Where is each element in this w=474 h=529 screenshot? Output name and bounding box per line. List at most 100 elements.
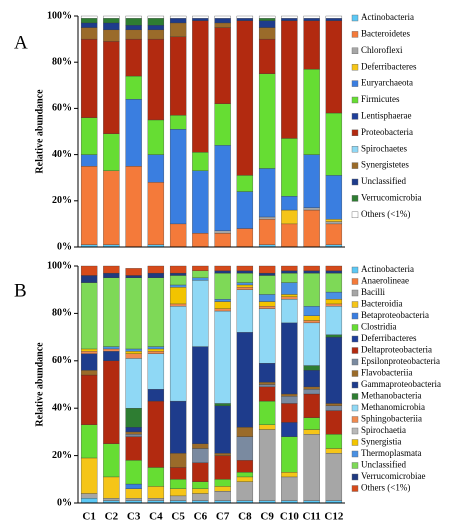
bar-segment xyxy=(103,348,120,352)
bar-segment xyxy=(281,223,298,248)
bar-segment xyxy=(258,168,276,218)
legend-label: Betaproteobacteria xyxy=(361,310,429,320)
bar-segment xyxy=(125,351,142,354)
bar-segment xyxy=(147,486,165,499)
bar-segment xyxy=(147,119,165,155)
bar-segment xyxy=(303,15,320,19)
bar-segment xyxy=(281,138,298,197)
legend-label: Deferribacteres xyxy=(361,333,417,343)
bar-segment xyxy=(147,400,165,468)
bar-segment xyxy=(125,38,142,77)
bar-segment xyxy=(125,431,142,435)
bar-segment xyxy=(80,117,98,155)
legend-swatch xyxy=(351,80,359,87)
bar-segment xyxy=(325,303,343,307)
legend-label: Deltaproteobacteria xyxy=(361,345,432,355)
bar-segment xyxy=(103,22,120,31)
bar-segment xyxy=(192,170,209,234)
bar-segment xyxy=(258,294,276,302)
bar-segment xyxy=(80,15,98,19)
bar-segment xyxy=(325,434,343,449)
legend-swatch xyxy=(351,129,359,137)
legend-label: Spirochaetia xyxy=(361,425,406,435)
bar-segment xyxy=(103,360,120,444)
bar-segment xyxy=(281,265,298,271)
legend-swatch xyxy=(351,113,359,120)
bar-segment xyxy=(325,272,343,293)
x-tick-label: C11 xyxy=(302,511,320,523)
legend-swatch xyxy=(351,473,359,481)
legend-swatch xyxy=(351,96,359,104)
bar-segment xyxy=(303,306,320,316)
bar-segment xyxy=(258,216,276,220)
bar-segment xyxy=(214,308,231,312)
bar-segment xyxy=(192,481,209,489)
legend-swatch xyxy=(351,427,359,435)
bar-segment xyxy=(258,27,276,40)
legend-swatch xyxy=(351,439,359,446)
bar-segment xyxy=(325,403,343,406)
bar-segment xyxy=(303,272,320,307)
bar-segment xyxy=(325,334,343,338)
bar-segment xyxy=(214,403,231,406)
bar-segment xyxy=(103,29,120,42)
bar-segment xyxy=(281,270,298,274)
bar-segment xyxy=(103,277,120,347)
legend-label: Actinobacteria xyxy=(361,12,414,22)
bar-segment xyxy=(281,396,298,404)
bar-segment xyxy=(169,495,187,501)
bar-segment xyxy=(103,18,120,24)
bar-segment xyxy=(281,272,298,283)
bar-segment xyxy=(214,453,231,456)
bar-segment xyxy=(325,221,343,225)
legend-swatch xyxy=(351,347,359,354)
bar-segment xyxy=(258,38,276,74)
bar-segment xyxy=(147,389,165,402)
bar-segment xyxy=(214,455,231,480)
bar-segment xyxy=(169,265,187,274)
bar-segment xyxy=(147,467,165,487)
bar-segment xyxy=(169,287,187,305)
bar-segment xyxy=(147,498,165,501)
bar-segment xyxy=(303,370,320,388)
bar-segment xyxy=(125,427,142,433)
bar-segment xyxy=(258,265,276,274)
bar-segment xyxy=(80,493,98,499)
bar-segment xyxy=(325,448,343,454)
bar-segment xyxy=(303,20,320,70)
bar-segment xyxy=(169,467,187,480)
bar-segment xyxy=(125,18,142,26)
bar-segment xyxy=(258,400,276,425)
bar-segment xyxy=(125,348,142,352)
legend-label: Thermoplasmata xyxy=(361,448,421,458)
bar-segment xyxy=(125,483,142,489)
legend-label: Bacteroidia xyxy=(361,299,402,309)
legend-label: Others (<1%) xyxy=(361,483,410,493)
legend-label: Spirochaetes xyxy=(361,143,407,153)
x-tick-label: C9 xyxy=(260,511,274,523)
x-tick-label: C6 xyxy=(194,511,208,523)
bar-segment xyxy=(214,27,231,104)
bar-segment xyxy=(281,403,298,423)
bar-segment xyxy=(125,460,142,485)
bar-segment xyxy=(125,353,142,359)
bar-segment xyxy=(214,103,231,146)
bar-segment xyxy=(169,18,187,24)
x-tick-label: C12 xyxy=(324,511,343,523)
bar-segment xyxy=(236,228,254,248)
bar-segment xyxy=(192,152,209,171)
bar-segment xyxy=(125,498,142,501)
bar-segment xyxy=(281,393,298,397)
bar-segment xyxy=(236,287,254,290)
y-axis-label: Relative abundance xyxy=(34,89,45,174)
bar-segment xyxy=(103,170,120,245)
legend-swatch xyxy=(351,462,359,469)
bar-segment xyxy=(303,417,320,430)
bar-segment xyxy=(169,400,187,454)
bar-segment xyxy=(258,384,276,388)
bar-segment xyxy=(169,488,187,497)
bar-segment xyxy=(258,272,276,276)
bar-segment xyxy=(214,479,231,487)
legend-swatch xyxy=(351,178,359,186)
